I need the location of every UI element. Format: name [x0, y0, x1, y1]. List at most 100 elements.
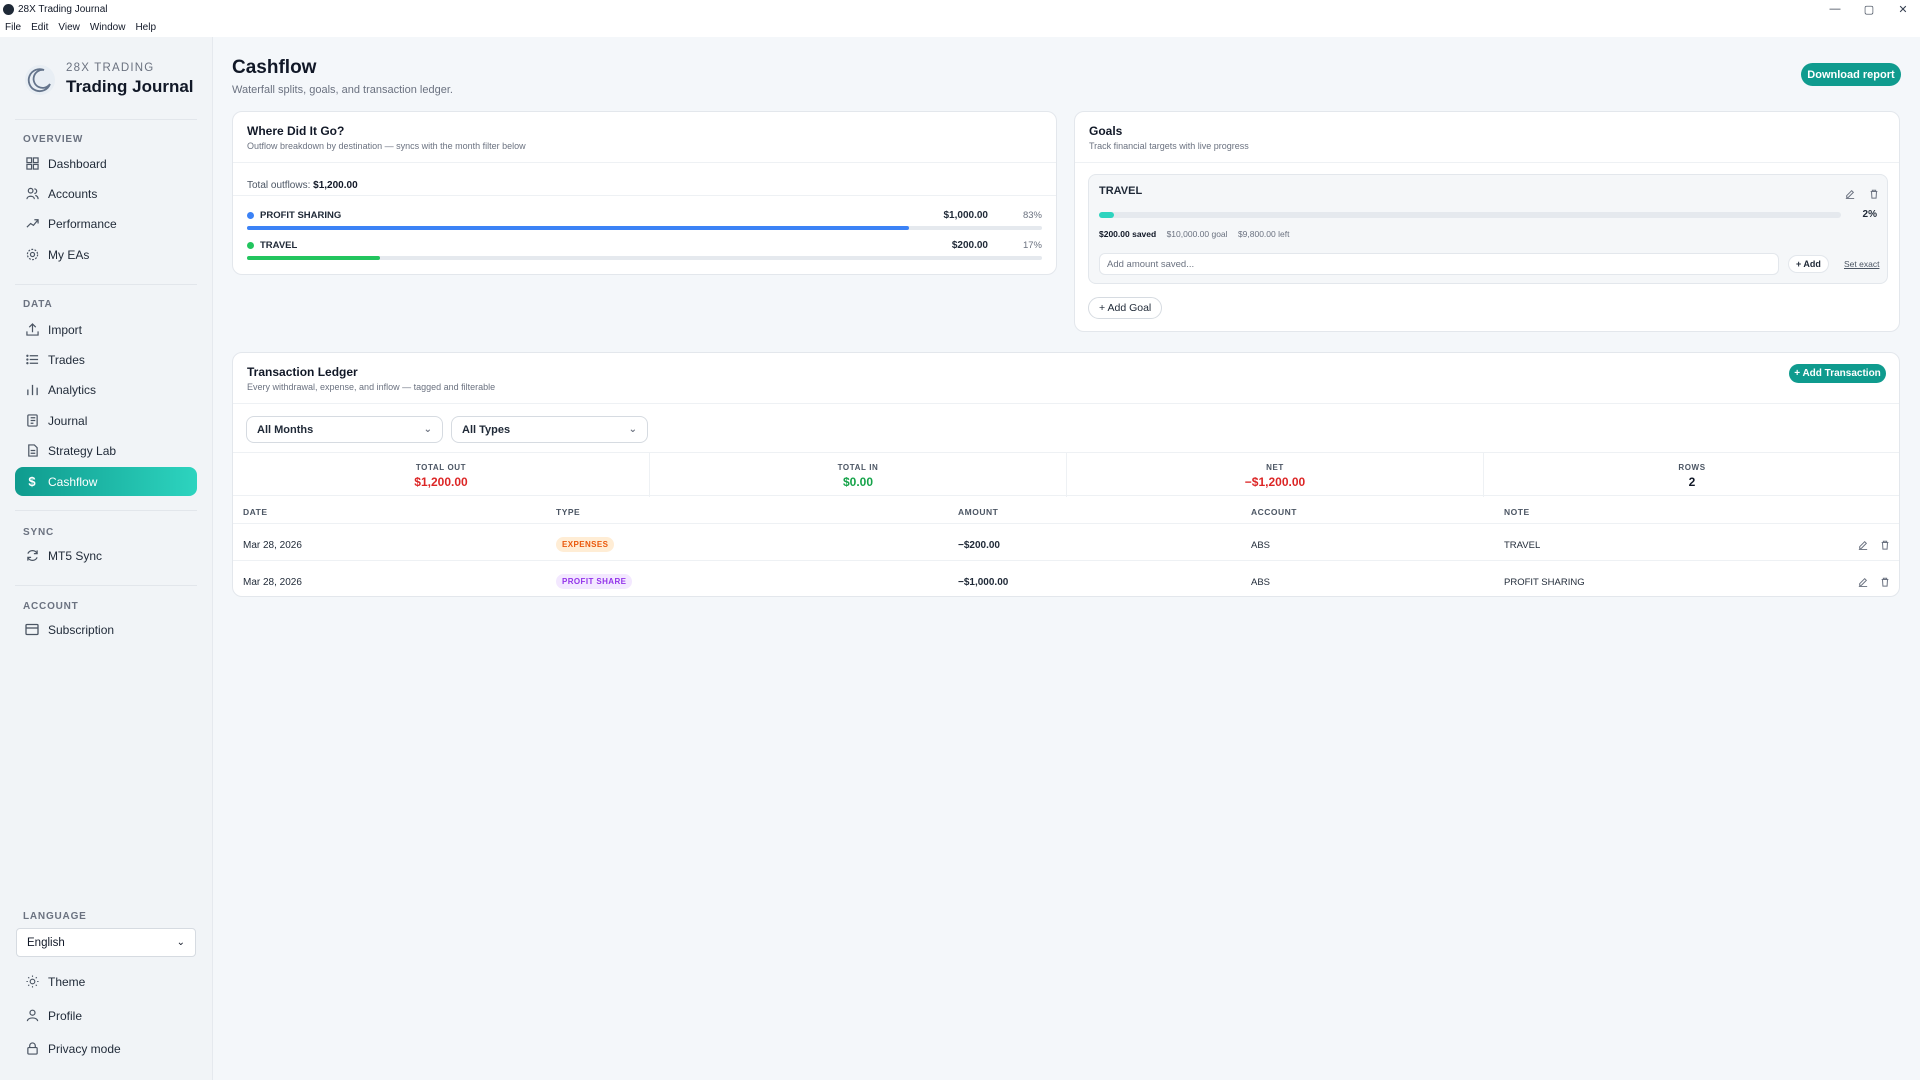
- sidebar-item-dashboard[interactable]: Dashboard: [15, 149, 197, 178]
- divider: [15, 510, 197, 511]
- cell-account: ABS: [1251, 540, 1271, 551]
- dollar-icon: $: [28, 474, 36, 489]
- page-title: Cashflow: [232, 57, 317, 78]
- language-select[interactable]: English ⌄: [16, 928, 196, 957]
- sidebar-item-trades[interactable]: Trades: [15, 345, 197, 374]
- breakdown-bar-track: [247, 256, 1042, 260]
- add-goal-button[interactable]: + Add Goal: [1088, 297, 1163, 319]
- section-sync: SYNC: [23, 527, 54, 538]
- stat-value: $1,200.00: [414, 475, 468, 489]
- sun-icon: [25, 975, 39, 989]
- sidebar-item-theme[interactable]: Theme: [15, 967, 197, 996]
- breakdown-bar-fill: [247, 226, 910, 230]
- trend-up-icon: [25, 217, 39, 231]
- sidebar-item-import[interactable]: Import: [15, 315, 197, 344]
- section-language: LANGUAGE: [23, 911, 87, 922]
- edit-icon[interactable]: [1844, 188, 1856, 200]
- add-amount-input[interactable]: Add amount saved...: [1099, 253, 1779, 275]
- menu-file[interactable]: File: [5, 22, 22, 33]
- menu-view[interactable]: View: [58, 22, 80, 33]
- sidebar-item-label: Strategy Lab: [48, 443, 117, 458]
- document-icon: [25, 444, 39, 458]
- sidebar-item-subscription[interactable]: Subscription: [15, 615, 197, 644]
- sidebar-item-mt5-sync[interactable]: MT5 Sync: [15, 541, 197, 570]
- transaction-ledger-card: Transaction Ledger Every withdrawal, exp…: [232, 352, 1900, 597]
- sidebar-item-label: Subscription: [48, 622, 115, 637]
- where-did-it-go-card: Where Did It Go? Outflow breakdown by de…: [232, 111, 1057, 275]
- menu-window[interactable]: Window: [89, 22, 126, 33]
- column-header-amount: AMOUNT: [958, 507, 999, 517]
- sidebar-item-label: Dashboard: [48, 156, 107, 171]
- menu-bar: File Edit View Window Help: [0, 18, 1920, 37]
- breakdown-bar-track: [247, 226, 1042, 230]
- section-overview: OVERVIEW: [23, 134, 84, 145]
- maximize-icon[interactable]: ▢: [1863, 3, 1875, 16]
- total-outflows: Total outflows: $1,200.00: [247, 180, 358, 191]
- lock-icon: [25, 1042, 39, 1056]
- goal-name: TRAVEL: [1099, 185, 1143, 197]
- sidebar-item-profile[interactable]: Profile: [15, 1001, 197, 1030]
- breakdown-name: TRAVEL: [260, 240, 298, 251]
- sidebar-item-label: Journal: [48, 413, 88, 428]
- add-transaction-button[interactable]: + Add Transaction: [1789, 364, 1886, 383]
- divider: [15, 585, 197, 586]
- goal-stats: $200.00 saved $10,000.00 goal $9,800.00 …: [1099, 229, 1289, 239]
- stat-value: $0.00: [842, 475, 874, 489]
- card-header: Goals Track financial targets with live …: [1075, 112, 1899, 163]
- menu-help[interactable]: Help: [135, 22, 157, 33]
- divider: [233, 195, 1056, 196]
- breakdown-amount: $1,000.00: [943, 210, 989, 221]
- sidebar-item-label: Import: [48, 322, 83, 337]
- goal-item: TRAVEL 2% $200.00 saved $10,000.00 goal …: [1088, 174, 1888, 284]
- credit-card-icon: [25, 623, 39, 637]
- stat-value: 2: [1688, 475, 1696, 489]
- sidebar-item-my-eas[interactable]: My EAs: [15, 240, 197, 269]
- app-icon: [3, 3, 14, 15]
- card-title: Transaction Ledger: [247, 365, 358, 379]
- stat-label: ROWS: [1678, 463, 1706, 472]
- edit-icon[interactable]: [1857, 576, 1869, 588]
- breakdown-name: PROFIT SHARING: [260, 210, 342, 221]
- color-dot: [247, 211, 254, 219]
- sidebar-item-strategy-lab[interactable]: Strategy Lab: [15, 436, 197, 465]
- title-bar: 28X Trading Journal — ▢ ✕: [0, 0, 1920, 18]
- main-content: Cashflow Waterfall splits, goals, and tr…: [214, 37, 1920, 1080]
- menu-edit[interactable]: Edit: [31, 22, 49, 33]
- edit-icon[interactable]: [1857, 539, 1869, 551]
- sidebar-item-label: Theme: [48, 974, 86, 989]
- notebook-icon: [25, 414, 39, 428]
- goal-saved: $200.00 saved: [1099, 229, 1157, 239]
- breakdown-bar-fill: [247, 256, 380, 260]
- month-filter[interactable]: All Months ⌄: [246, 416, 443, 443]
- type-filter-value: All Types: [462, 423, 511, 436]
- user-icon: [25, 1009, 39, 1023]
- trash-icon[interactable]: [1879, 576, 1891, 588]
- column-header-type: TYPE: [556, 507, 581, 517]
- refresh-icon: [25, 549, 39, 563]
- card-subtitle: Track financial targets with live progre…: [1089, 141, 1249, 151]
- sidebar-item-accounts[interactable]: Accounts: [15, 179, 197, 208]
- sidebar-item-privacy-mode[interactable]: Privacy mode: [15, 1034, 197, 1063]
- sidebar-item-cashflow[interactable]: $ Cashflow: [15, 467, 197, 496]
- chevron-down-icon: ⌄: [628, 424, 637, 435]
- sidebar-item-analytics[interactable]: Analytics: [15, 375, 197, 404]
- trash-icon[interactable]: [1868, 188, 1880, 200]
- download-report-button[interactable]: Download report: [1801, 63, 1901, 86]
- divider: [15, 119, 197, 120]
- type-badge: EXPENSES: [556, 537, 615, 552]
- close-icon[interactable]: ✕: [1898, 3, 1908, 16]
- trash-icon[interactable]: [1879, 539, 1891, 551]
- minimize-icon[interactable]: —: [1829, 3, 1841, 15]
- sidebar-item-journal[interactable]: Journal: [15, 406, 197, 435]
- sidebar-item-label: MT5 Sync: [48, 548, 103, 563]
- goal-left: $9,800.00 left: [1237, 229, 1290, 239]
- sidebar-item-performance[interactable]: Performance: [15, 209, 197, 238]
- chevron-down-icon: ⌄: [423, 424, 432, 435]
- stat-label: TOTAL OUT: [415, 463, 467, 472]
- goal-target: $10,000.00 goal: [1166, 229, 1228, 239]
- set-exact-link[interactable]: Set exact: [1844, 259, 1880, 269]
- cell-amount: −$1,000.00: [958, 577, 1009, 588]
- type-filter[interactable]: All Types ⌄: [451, 416, 648, 443]
- goal-percent: 2%: [1862, 209, 1877, 220]
- add-amount-button[interactable]: + Add: [1788, 255, 1829, 273]
